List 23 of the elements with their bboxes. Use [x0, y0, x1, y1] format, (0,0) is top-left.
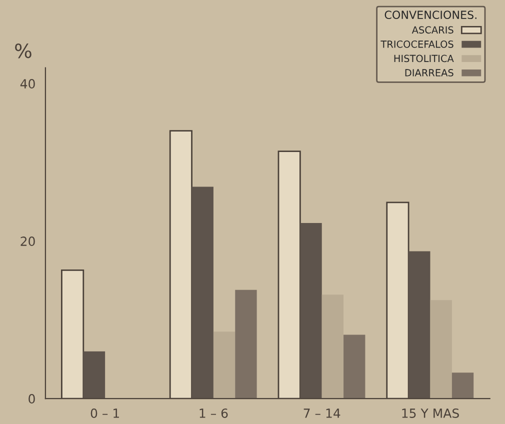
legend-title: CONVENCIONES. [384, 10, 476, 20]
bar [213, 332, 236, 399]
bar [83, 351, 106, 399]
bar [322, 294, 344, 399]
x-tick-label: 0 – 1 [90, 408, 119, 418]
bar [452, 372, 474, 399]
bar [235, 290, 257, 399]
legend-label: TRICOCEFALOS [380, 40, 454, 48]
legend-label: ASCARIS [412, 26, 454, 34]
x-tick-label: 15 Y MAS [402, 408, 459, 418]
x-tick-label: 1 – 6 [200, 408, 228, 418]
x-tick-label: 7 – 14 [304, 408, 340, 418]
bar [408, 251, 430, 399]
y-tick-label: 40 [20, 79, 35, 89]
y-tick-label: 20 [20, 236, 35, 246]
bar [192, 186, 214, 399]
legend-label: HISTOLITICA [394, 54, 454, 62]
bar [300, 222, 322, 399]
y-tick-label: 0 [28, 394, 35, 404]
y-axis-title: % [15, 43, 32, 58]
legend-label: DIARREAS [405, 69, 454, 76]
bar [344, 334, 366, 399]
bar [430, 300, 452, 399]
